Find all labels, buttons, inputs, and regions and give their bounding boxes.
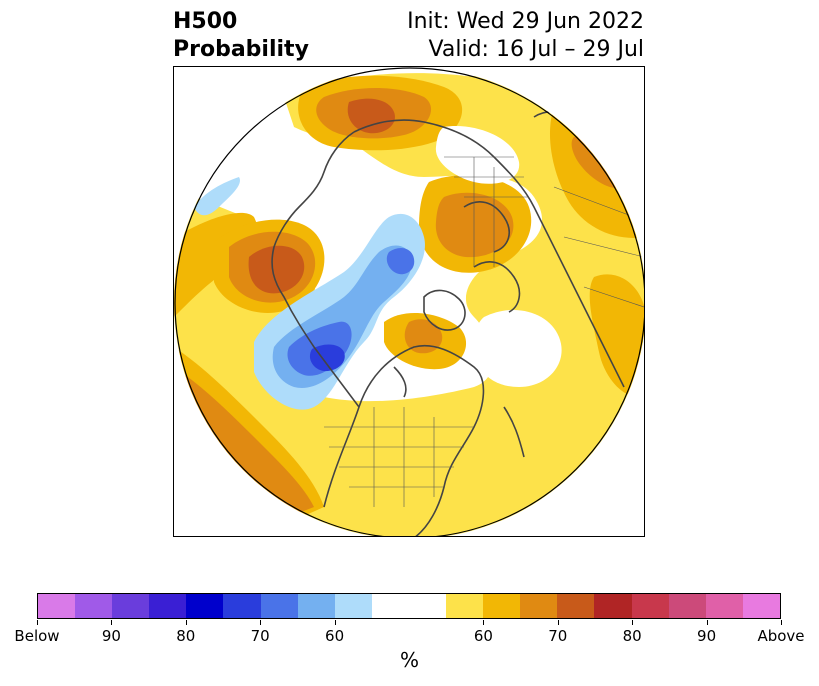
- legend-ticks: Below 90 80 70 60 60 70 80 90 Above: [14, 620, 805, 646]
- legend-swatch: [371, 594, 409, 618]
- legend-swatch: [260, 594, 298, 618]
- legend-swatch: [112, 594, 150, 618]
- legend-swatch: [483, 594, 521, 618]
- map-panel: [173, 66, 645, 537]
- legend-tick-mark: [111, 620, 113, 625]
- legend-tick-label: 80: [622, 627, 642, 645]
- legend-tick-mark: [706, 620, 708, 625]
- valid-range: Valid: 16 Jul – 29 Jul: [428, 37, 644, 62]
- legend-unit-label: %: [399, 648, 419, 672]
- legend-tick-mark: [483, 620, 485, 625]
- above-90-siberia: [347, 98, 395, 134]
- legend-tick-mark: [37, 620, 38, 625]
- above-80-greenland: [404, 319, 443, 354]
- above-90-pacific: [248, 245, 305, 294]
- neutral-atlantic: [474, 309, 562, 387]
- legend-tick-label: 60: [473, 627, 493, 645]
- title-line-2: Probability: [173, 37, 309, 62]
- legend-tick-mark: [781, 620, 782, 625]
- legend-tick-mark: [632, 620, 634, 625]
- below-80-arctic: [386, 247, 415, 275]
- legend-tick-mark: [260, 620, 262, 625]
- legend-tick-label: 60: [325, 627, 345, 645]
- above-60-region: [174, 67, 644, 536]
- legend-swatch: [631, 594, 669, 618]
- above-70-asia: [589, 274, 644, 398]
- legend-swatch: [705, 594, 743, 618]
- legend-swatch: [297, 594, 335, 618]
- legend-swatch: [186, 594, 224, 618]
- legend-swatch: [38, 594, 76, 618]
- legend-tick-label: 90: [101, 627, 121, 645]
- legend-swatch: [75, 594, 113, 618]
- below-90-region: [309, 344, 345, 372]
- legend-tick-label: Above: [757, 627, 805, 645]
- legend-swatch: [668, 594, 706, 618]
- init-date: Init: Wed 29 Jun 2022: [407, 9, 644, 34]
- color-legend: [37, 593, 781, 619]
- legend-swatch: [334, 594, 372, 618]
- globe-edge: [174, 67, 644, 536]
- legend-tick-label: Below: [14, 627, 60, 645]
- country-borders: [324, 156, 644, 507]
- date-info: Init: Wed 29 Jun 2022 Valid: 16 Jul – 29…: [407, 8, 644, 64]
- legend-tick-label: 90: [697, 627, 717, 645]
- legend-tick-mark: [557, 620, 559, 625]
- legend-swatch: [594, 594, 632, 618]
- legend-swatch: [557, 594, 595, 618]
- legend-tick-label: 70: [250, 627, 270, 645]
- legend-tick-mark: [334, 620, 336, 625]
- legend-swatch: [520, 594, 558, 618]
- legend-swatch: [446, 594, 484, 618]
- legend-swatch: [742, 594, 780, 618]
- legend-tick-mark: [185, 620, 187, 625]
- legend-swatch: [149, 594, 187, 618]
- polar-map: [174, 67, 644, 536]
- title-line-1: H500: [173, 9, 238, 34]
- neutral-arctic: [435, 126, 520, 184]
- legend-tick-label: 80: [176, 627, 196, 645]
- legend-swatch: [408, 594, 447, 618]
- below-60-alaska: [194, 177, 240, 216]
- chart-title: H500 Probability: [173, 8, 309, 64]
- legend-swatch: [223, 594, 261, 618]
- legend-tick-label: 70: [548, 627, 568, 645]
